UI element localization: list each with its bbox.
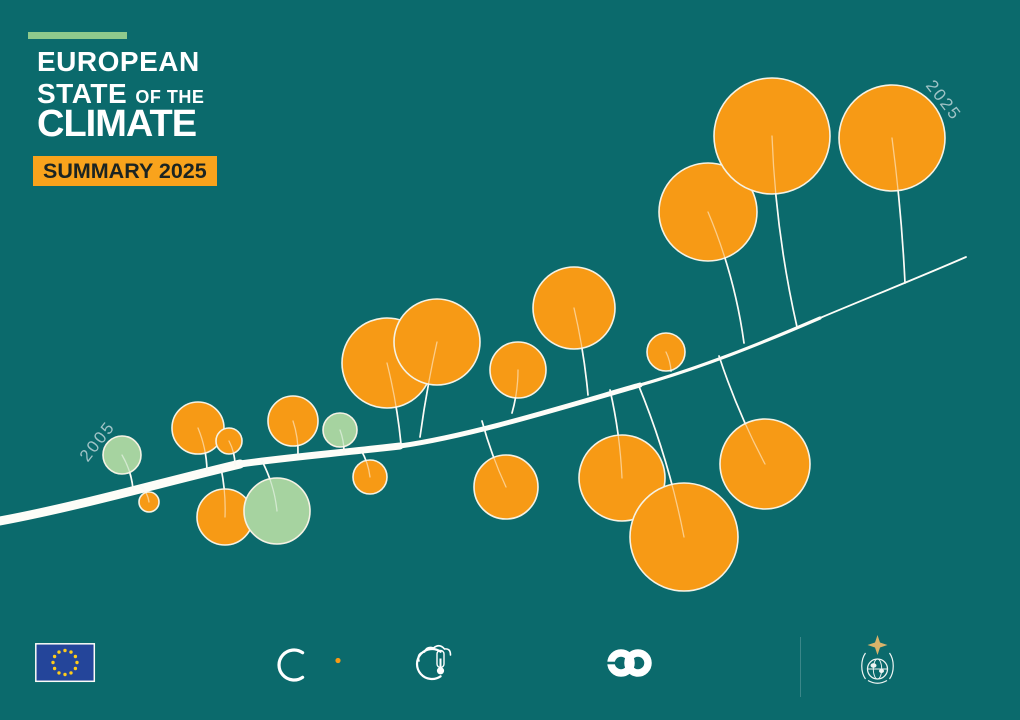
title-accent-bar <box>28 32 127 39</box>
summary-badge: SUMMARY 2025 <box>33 156 217 186</box>
fruit-stem-inner <box>261 460 278 512</box>
branch-line <box>819 256 967 319</box>
eu-star <box>52 654 57 659</box>
branch-line <box>397 382 643 449</box>
title-line-2-suffix: OF THE <box>135 87 205 107</box>
footer-icons <box>35 635 894 697</box>
fruit-stem-inner <box>511 369 519 414</box>
fruit-stem-inner <box>707 211 745 344</box>
eu-flag-icon <box>35 643 96 683</box>
copernicus-crescent-icon <box>277 648 341 682</box>
title-line-3: CLIMATE <box>37 103 197 145</box>
eu-star <box>73 654 78 659</box>
eu-star <box>57 650 61 654</box>
fruit-stem-inner <box>360 449 371 478</box>
fruit-stem-inner <box>718 355 766 465</box>
fruit-stem-inner <box>220 467 226 518</box>
eu-star <box>63 648 67 653</box>
branch-line <box>0 459 245 526</box>
fruit-stem-inner <box>121 454 134 490</box>
fruit-stem-inner <box>386 362 402 445</box>
eu-star <box>69 671 73 675</box>
fruit-stem-inner <box>228 440 236 466</box>
fruit-stem-inner <box>419 341 438 438</box>
copernicus-satellite-dot <box>335 657 341 664</box>
title-line-2-main: STATE <box>37 78 128 109</box>
fruit-stem-inner <box>481 420 507 488</box>
c3s-cloud-icon <box>415 644 452 681</box>
branch-line <box>236 442 404 468</box>
eu-star <box>63 672 67 677</box>
fruit-stem-inner <box>609 389 623 479</box>
eu-star <box>52 666 57 671</box>
eu-star <box>73 666 78 671</box>
fruit-stem-inner <box>339 429 345 453</box>
eu-star <box>57 671 61 675</box>
wmo-logo-icon <box>861 635 894 684</box>
fruit-stem-inner <box>197 427 208 471</box>
eu-star <box>69 650 73 654</box>
eu-star <box>51 660 55 665</box>
fruit-stem-inner <box>637 383 685 538</box>
fruit-stem-inner <box>665 351 672 372</box>
ecmwf-logo-icon <box>606 649 652 677</box>
fruit-stem-inner <box>891 137 906 284</box>
title-line-1: EUROPEAN <box>37 46 200 77</box>
footer-logos: PROGRAMME OF THE EUROPEAN UNION opernıcu… <box>0 620 1020 720</box>
eu-star <box>75 660 79 665</box>
branch-group <box>0 77 967 592</box>
branch-line <box>638 316 822 387</box>
fruit-stem-inner <box>292 420 299 456</box>
fruit-stem-inner <box>771 135 798 328</box>
title-line-2: STATE OF THE <box>37 80 204 108</box>
fruit-stem-inner <box>140 485 150 503</box>
fruit-stem-inner <box>573 307 589 396</box>
